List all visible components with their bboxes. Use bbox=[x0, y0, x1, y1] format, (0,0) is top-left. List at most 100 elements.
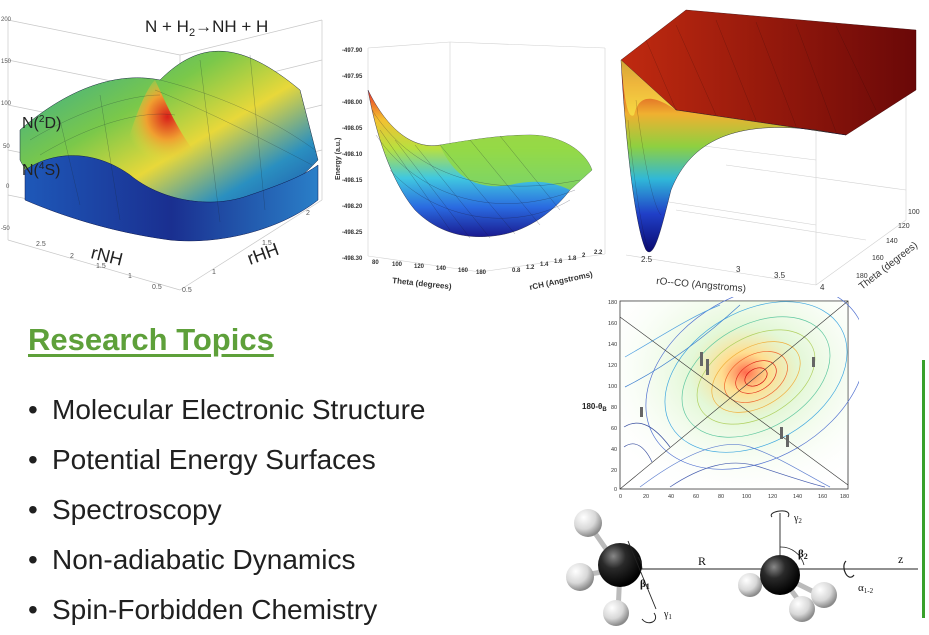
state-n2d-label: N(2D) bbox=[22, 114, 61, 132]
rnh-axis-label: rNH bbox=[89, 242, 125, 269]
svg-text:40: 40 bbox=[668, 494, 674, 500]
svg-text:1: 1 bbox=[212, 269, 216, 276]
contour-lines bbox=[623, 297, 859, 488]
svg-text:80: 80 bbox=[372, 260, 379, 266]
bullet: • bbox=[28, 444, 38, 475]
hydrogen-atom bbox=[566, 563, 594, 591]
contour-y-ticks: 180 160 140 120 100 80 60 40 20 0 bbox=[608, 300, 617, 493]
svg-text:1.8: 1.8 bbox=[568, 256, 577, 262]
svg-text:-498.10: -498.10 bbox=[342, 152, 363, 158]
theta-axis-label: Theta (degrees) bbox=[392, 276, 453, 291]
svg-text:60: 60 bbox=[611, 426, 617, 432]
svg-text:3: 3 bbox=[736, 265, 741, 274]
svg-text:100: 100 bbox=[392, 262, 403, 268]
svg-text:-498.20: -498.20 bbox=[342, 204, 363, 210]
rhh-axis-label: rHH bbox=[245, 239, 282, 269]
energy-axis-ticks: -497.90 -497.95 -498.00 -498.05 -498.10 … bbox=[342, 48, 363, 262]
svg-text:1.5: 1.5 bbox=[262, 240, 272, 247]
svg-text:180: 180 bbox=[840, 494, 849, 500]
surface-peak bbox=[125, 80, 210, 173]
beta1-label: β1 bbox=[640, 578, 650, 591]
bullet: • bbox=[28, 544, 38, 575]
svg-text:2: 2 bbox=[306, 210, 310, 217]
svg-text:1.6: 1.6 bbox=[554, 259, 563, 265]
topic-label: Non-adiabatic Dynamics bbox=[52, 544, 356, 575]
svg-text:1.4: 1.4 bbox=[540, 262, 549, 268]
energy-surface-plateau bbox=[440, 135, 592, 190]
svg-text:-497.90: -497.90 bbox=[342, 48, 363, 54]
research-topics-list: • Molecular Electronic Structure • Potenti… bbox=[28, 385, 425, 635]
svg-text:-498.25: -498.25 bbox=[342, 230, 363, 236]
svg-text:50: 50 bbox=[3, 144, 10, 150]
svg-text:140: 140 bbox=[886, 238, 898, 245]
figure-roco-surface: rO--CO (Angstroms) 2.5 3 3.5 4 100 120 1… bbox=[616, 0, 929, 300]
surface-mesh bbox=[29, 54, 316, 223]
svg-text:-497.95: -497.95 bbox=[342, 74, 363, 80]
alpha-rotation-icon bbox=[843, 560, 855, 578]
topic-label: Spin-Forbidden Chemistry bbox=[52, 594, 378, 625]
topic-label: Potential Energy Surfaces bbox=[52, 444, 376, 475]
svg-text:150: 150 bbox=[1, 59, 12, 65]
contour-x-ticks: 0 20 40 60 80 100 120 140 160 180 bbox=[619, 494, 849, 500]
svg-text:140: 140 bbox=[793, 494, 802, 500]
topic-item: • Non-adiabatic Dynamics bbox=[28, 535, 425, 585]
contour-dashes bbox=[640, 352, 815, 447]
research-topics-heading: Research Topics bbox=[28, 322, 274, 357]
hydrogen-atom bbox=[738, 573, 762, 597]
diagonal-lines bbox=[619, 300, 849, 490]
beta2-label: β2 bbox=[798, 548, 808, 561]
svg-text:0.5: 0.5 bbox=[152, 284, 162, 291]
figure-energy-theta-rch: Energy (a.u.) -497.90 -497.95 -498.00 -4… bbox=[330, 40, 618, 295]
state-n4s-label: N(4S) bbox=[22, 161, 60, 179]
bullet: • bbox=[28, 494, 38, 525]
axis-box bbox=[367, 41, 606, 273]
svg-text:0: 0 bbox=[614, 487, 617, 493]
svg-text:-498.00: -498.00 bbox=[342, 100, 363, 106]
left-molecule-axis bbox=[627, 540, 657, 610]
surface-ridge bbox=[621, 60, 676, 116]
theta-axis-ticks: 100 120 140 160 180 bbox=[856, 209, 920, 280]
svg-text:180: 180 bbox=[856, 273, 868, 280]
figure-contour-plot: 180-θB 180 160 140 120 100 80 60 40 20 0… bbox=[580, 297, 859, 505]
topic-item: • Molecular Electronic Structure bbox=[28, 385, 425, 435]
topic-item: • Potential Energy Surfaces bbox=[28, 435, 425, 485]
svg-text:140: 140 bbox=[608, 342, 617, 348]
topic-label: Molecular Electronic Structure bbox=[52, 394, 426, 425]
gamma2-rotation-icon bbox=[770, 510, 790, 518]
theta-axis-ticks: 80 100 120 140 160 180 bbox=[372, 260, 487, 276]
z-axis-ticks: 200 150 100 50 0 -50 bbox=[1, 17, 12, 232]
svg-text:140: 140 bbox=[436, 266, 447, 272]
axis-box bbox=[625, 40, 907, 286]
hydrogen-atom bbox=[574, 509, 602, 537]
svg-text:-498.05: -498.05 bbox=[342, 126, 363, 132]
surface-mesh bbox=[627, 19, 877, 249]
carbon-atom-left bbox=[598, 543, 642, 587]
svg-text:0.8: 0.8 bbox=[512, 268, 521, 274]
svg-text:100: 100 bbox=[1, 101, 12, 107]
svg-text:160: 160 bbox=[818, 494, 827, 500]
svg-text:-498.15: -498.15 bbox=[342, 178, 363, 184]
svg-text:2: 2 bbox=[582, 253, 586, 259]
svg-text:120: 120 bbox=[608, 363, 617, 369]
beta2-arc bbox=[779, 546, 805, 566]
svg-text:20: 20 bbox=[611, 468, 617, 474]
surface-mesh bbox=[371, 109, 581, 239]
svg-text:2.5: 2.5 bbox=[36, 241, 46, 248]
bullet: • bbox=[28, 394, 38, 425]
svg-text:0: 0 bbox=[619, 494, 622, 500]
roco-axis-ticks: 2.5 3 3.5 4 bbox=[641, 255, 825, 292]
rch-axis-ticks: 0.8 1.2 1.4 1.6 1.8 2 2.2 bbox=[512, 250, 603, 274]
rch-axis-label: rCH (Angstroms) bbox=[529, 270, 594, 292]
svg-text:1.5: 1.5 bbox=[96, 263, 106, 270]
contour-y-label: 180-θB bbox=[582, 402, 607, 413]
gamma1-label: γ1 bbox=[663, 609, 672, 621]
roco-axis-label: rO--CO (Angstroms) bbox=[656, 276, 747, 295]
svg-text:-498.30: -498.30 bbox=[342, 256, 363, 262]
rnh-axis-ticks: 2.5 2 1.5 1 0.5 bbox=[36, 241, 162, 291]
hydrogen-atom bbox=[789, 596, 815, 622]
svg-text:60: 60 bbox=[693, 494, 699, 500]
figure-molecule-diagram: β1 γ1 R γ2 β2 α1-2 z bbox=[558, 503, 929, 630]
svg-text:40: 40 bbox=[611, 447, 617, 453]
svg-text:0.5: 0.5 bbox=[182, 287, 192, 294]
svg-text:1.2: 1.2 bbox=[526, 265, 535, 271]
